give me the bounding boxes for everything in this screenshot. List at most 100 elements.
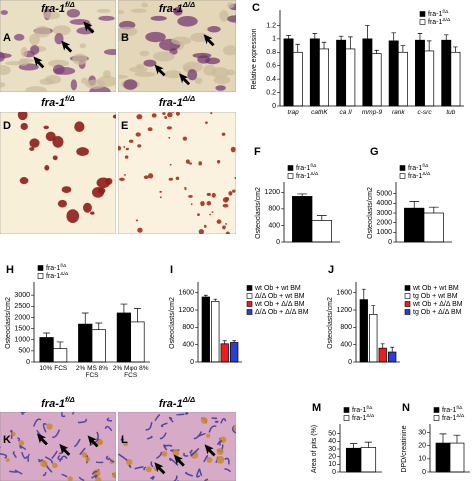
pit [164, 444, 173, 448]
osteoclast [232, 189, 236, 193]
bar [116, 312, 132, 363]
x-tick-label: 2% MS 8% FCS [75, 365, 109, 379]
tissue [66, 8, 81, 18]
y-tick-label: 800 [340, 324, 352, 331]
panel-letter: B [121, 32, 129, 44]
legend-label: wt Ob + Δ/Δ BM [254, 301, 305, 308]
pit [214, 420, 219, 424]
osteoclast [216, 219, 222, 224]
pit [196, 468, 201, 478]
bar [309, 38, 320, 107]
legend-label-sup: Δ/Δ [422, 171, 431, 177]
pit [21, 451, 28, 459]
panel-letter: L [121, 434, 128, 446]
error-bar [348, 36, 353, 49]
panel-letter: J [328, 264, 334, 276]
osteoclast [97, 187, 106, 194]
y-tick-label: 30 [418, 429, 426, 436]
image-title: fra-1Δ/Δ [159, 0, 195, 15]
bar [360, 447, 377, 473]
y-tick-label: 2000 [14, 314, 30, 321]
osteoclast [82, 202, 92, 213]
bar [201, 296, 210, 363]
x-tick-label: trap [287, 109, 299, 116]
legend-label: fra-1Δ/Δ [352, 413, 375, 422]
osteoclast [222, 225, 226, 230]
legend-label-main: fra-1 [46, 273, 61, 280]
legend-swatch [287, 165, 294, 171]
bar [220, 343, 229, 363]
legend-label: fra-1Δ/Δ [408, 171, 431, 180]
error-bar [453, 46, 458, 53]
error-bar [409, 201, 420, 209]
tissue [0, 81, 6, 88]
osteoclast [19, 177, 29, 185]
tissue [52, 25, 71, 36]
pit [183, 452, 189, 457]
bar [371, 53, 382, 107]
error-bar [203, 294, 208, 297]
panel-letter: G [370, 146, 379, 158]
image-title: fra-1Δ/Δ [159, 94, 195, 109]
cell [40, 460, 48, 468]
arrow [36, 433, 48, 446]
pit [104, 425, 113, 432]
y-tick-label: 20 [328, 454, 336, 461]
osteoclast [76, 147, 89, 156]
x-tick-label: ca II [339, 109, 352, 116]
tissue [141, 2, 149, 8]
error-bar [95, 322, 103, 330]
legend-label: fra-1f/Δ [408, 163, 429, 172]
cell [123, 441, 129, 447]
legend-label-sup: f/Δ [60, 263, 67, 269]
tissue [213, 76, 231, 85]
legend-label: wt Ob + wt BM [254, 285, 301, 292]
y-tick-label: 20 [418, 443, 426, 450]
pit [14, 469, 23, 475]
osteoclast [168, 136, 171, 139]
error-bar [134, 308, 141, 322]
image-title-main: fra-1 [41, 3, 65, 15]
pit [106, 417, 113, 422]
x-tick-label: mmp-9 [361, 109, 383, 116]
y-tick-label: 1200 [178, 307, 194, 314]
legend-swatch [287, 173, 294, 179]
error-bar [222, 340, 227, 344]
image-title: fra-1f/Δ [41, 0, 75, 15]
y-tick-label: 0.8 [266, 49, 276, 56]
legend-label-main: fra-1 [408, 173, 423, 180]
x-tick-label: cathK [311, 109, 328, 116]
pit [89, 438, 100, 447]
legend-label: fra-1f/Δ [296, 163, 317, 172]
pit [169, 457, 179, 467]
error-bar [417, 33, 423, 41]
osteoclast [228, 191, 233, 196]
tissue [29, 33, 40, 46]
image-title-main: fra-1 [41, 97, 65, 109]
pit [77, 418, 88, 424]
x-tick-label: rank [391, 109, 405, 116]
tissue [118, 26, 138, 37]
legend-swatch [404, 293, 411, 299]
y-tick-label: 0.2 [266, 89, 276, 96]
osteoclast [197, 213, 200, 217]
osteoclast [204, 121, 208, 124]
pit [154, 413, 161, 422]
osteoclast [168, 177, 174, 181]
osteoclast [175, 176, 180, 181]
tissue [143, 59, 157, 67]
cell [233, 424, 236, 432]
pit [224, 468, 231, 473]
bar [369, 313, 378, 363]
legend-swatch [404, 309, 411, 315]
osteoclast [136, 114, 143, 120]
legend-label-main: fra-1 [428, 11, 443, 18]
osteoclast [190, 203, 193, 206]
y-tick-label: 10 [328, 461, 336, 468]
bar [52, 348, 68, 363]
panel-letter: A [3, 32, 11, 44]
y-tick-label: 1200 [264, 189, 280, 196]
osteoclast [230, 146, 236, 153]
y-tick-label: 1000 [376, 229, 392, 236]
osteoclast [211, 192, 216, 198]
